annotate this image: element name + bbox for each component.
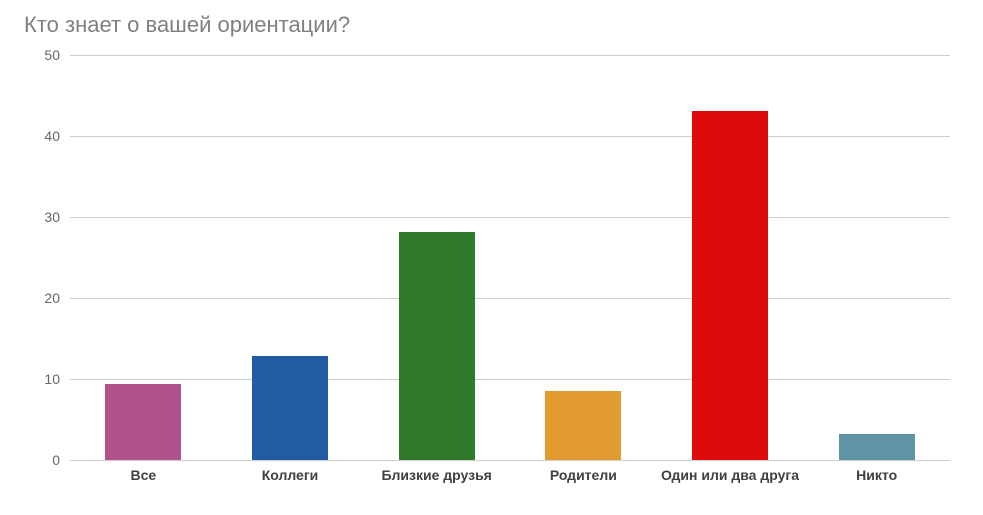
chart-container: Кто знает о вашей ориентации? 0102030405… [0, 0, 983, 515]
x-tick-label: Один или два друга [661, 467, 799, 483]
bar [545, 391, 621, 460]
gridline [70, 379, 950, 380]
y-tick-label: 30 [44, 209, 70, 225]
x-tick-label: Близкие друзья [381, 467, 491, 483]
bar [252, 356, 328, 460]
gridline [70, 55, 950, 56]
y-tick-label: 50 [44, 47, 70, 63]
plot-area: 01020304050ВсеКоллегиБлизкие друзьяРодит… [70, 55, 950, 460]
bar [839, 434, 915, 460]
bar [692, 111, 768, 460]
y-tick-label: 10 [44, 371, 70, 387]
gridline [70, 136, 950, 137]
bar [105, 384, 181, 460]
gridline [70, 217, 950, 218]
x-tick-label: Никто [856, 467, 897, 483]
gridline [70, 460, 950, 461]
y-tick-label: 20 [44, 290, 70, 306]
x-tick-label: Родители [550, 467, 617, 483]
x-tick-label: Все [130, 467, 156, 483]
y-tick-label: 0 [52, 452, 70, 468]
x-tick-label: Коллеги [262, 467, 319, 483]
y-tick-label: 40 [44, 128, 70, 144]
bar [399, 232, 475, 460]
gridline [70, 298, 950, 299]
chart-title: Кто знает о вашей ориентации? [24, 12, 350, 38]
